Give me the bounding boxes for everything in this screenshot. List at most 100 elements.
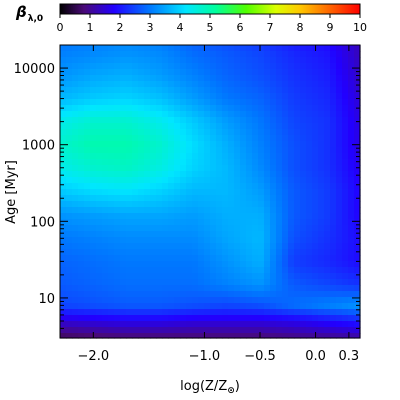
heatmap-cell	[222, 117, 229, 124]
heatmap-cell	[228, 69, 235, 76]
heatmap-cell	[282, 99, 289, 106]
heatmap-cell	[60, 231, 67, 238]
heatmap-cell	[84, 309, 91, 316]
heatmap-cell	[270, 237, 277, 244]
heatmap-cell	[156, 135, 163, 142]
heatmap-cell	[282, 333, 289, 339]
heatmap-cell	[186, 141, 193, 148]
heatmap-cell	[78, 225, 85, 232]
heatmap-cell	[126, 243, 133, 250]
heatmap-cell	[126, 195, 133, 202]
heatmap-cell	[312, 57, 319, 64]
heatmap-cell	[138, 195, 145, 202]
heatmap-cell	[210, 207, 217, 214]
heatmap-cell	[216, 147, 223, 154]
heatmap-cell	[258, 51, 265, 58]
heatmap-cell	[60, 243, 67, 250]
heatmap-cell	[114, 195, 121, 202]
heatmap-cell	[210, 249, 217, 256]
heatmap-cell	[306, 165, 313, 172]
heatmap-cell	[180, 129, 187, 136]
heatmap-cell	[72, 63, 79, 70]
heatmap-cell	[270, 183, 277, 190]
heatmap-cell	[72, 213, 79, 220]
heatmap-cell	[132, 99, 139, 106]
heatmap-cell	[72, 225, 79, 232]
heatmap-cell	[306, 69, 313, 76]
heatmap-cell	[198, 165, 205, 172]
heatmap-cell	[240, 213, 247, 220]
heatmap-cell	[252, 105, 259, 112]
heatmap-cell	[78, 261, 85, 268]
heatmap-cell	[198, 45, 205, 52]
heatmap-cell	[324, 105, 331, 112]
heatmap-cell	[126, 285, 133, 292]
heatmap-cell	[144, 57, 151, 64]
heatmap-cell	[312, 261, 319, 268]
heatmap-cell	[126, 279, 133, 286]
heatmap-cell	[324, 261, 331, 268]
heatmap-cell	[114, 267, 121, 274]
heatmap-cell	[132, 219, 139, 226]
heatmap-cell	[198, 297, 205, 304]
heatmap-cell	[342, 243, 349, 250]
heatmap-cell	[336, 153, 343, 160]
heatmap-cell	[60, 183, 67, 190]
heatmap-cell	[192, 195, 199, 202]
heatmap-cell	[84, 51, 91, 58]
heatmap-cell	[138, 111, 145, 118]
heatmap-cell	[294, 285, 301, 292]
heatmap-cell	[156, 69, 163, 76]
heatmap-cell	[330, 129, 337, 136]
heatmap-cell	[354, 111, 361, 118]
heatmap-cell	[126, 87, 133, 94]
heatmap-cell	[168, 291, 175, 298]
heatmap-cell	[348, 279, 355, 286]
heatmap-cell	[342, 75, 349, 82]
heatmap-cell	[258, 147, 265, 154]
heatmap-cell	[252, 147, 259, 154]
heatmap-cell	[342, 93, 349, 100]
heatmap-cell	[162, 159, 169, 166]
heatmap-cell	[252, 189, 259, 196]
heatmap-cell	[168, 207, 175, 214]
heatmap-cell	[270, 147, 277, 154]
heatmap-cell	[288, 207, 295, 214]
heatmap-cell	[186, 171, 193, 178]
heatmap-cell	[228, 75, 235, 82]
heatmap-cell	[294, 45, 301, 52]
heatmap-cell	[132, 105, 139, 112]
heatmap-cell	[324, 273, 331, 280]
heatmap-cell	[84, 171, 91, 178]
heatmap-cell	[180, 315, 187, 322]
heatmap-cell	[150, 213, 157, 220]
heatmap-cell	[330, 87, 337, 94]
heatmap-cell	[72, 105, 79, 112]
heatmap-cell	[96, 69, 103, 76]
heatmap-cell	[258, 303, 265, 310]
heatmap-cell	[192, 111, 199, 118]
heatmap-cell	[222, 195, 229, 202]
heatmap-cell	[198, 81, 205, 88]
heatmap-cell	[156, 99, 163, 106]
heatmap-cell	[108, 45, 115, 52]
heatmap-cell	[288, 261, 295, 268]
heatmap-cell	[84, 141, 91, 148]
heatmap-cell	[204, 279, 211, 286]
heatmap-cell	[60, 285, 67, 292]
heatmap-cell	[252, 255, 259, 262]
heatmap-cell	[126, 147, 133, 154]
heatmap-cell	[180, 195, 187, 202]
heatmap-cell	[288, 123, 295, 130]
heatmap-cell	[342, 195, 349, 202]
heatmap-cell	[162, 87, 169, 94]
heatmap-cell	[288, 153, 295, 160]
heatmap-cell	[168, 243, 175, 250]
heatmap-cell	[234, 129, 241, 136]
heatmap-cell	[270, 291, 277, 298]
heatmap-cell	[318, 279, 325, 286]
heatmap-cell	[276, 327, 283, 334]
heatmap-cell	[354, 201, 361, 208]
heatmap-cell	[72, 75, 79, 82]
heatmap-cell	[210, 141, 217, 148]
